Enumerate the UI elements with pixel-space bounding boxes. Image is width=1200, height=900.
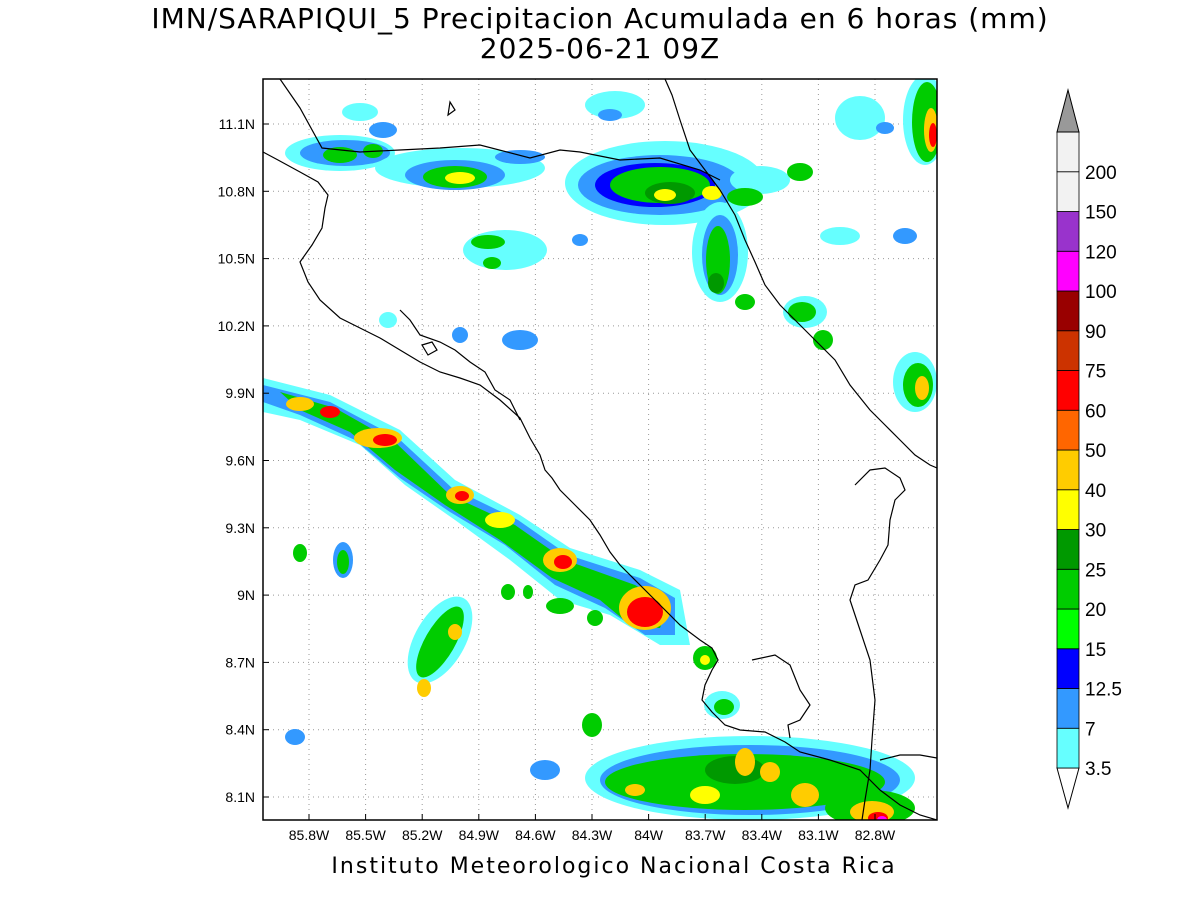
legend-swatch	[1056, 688, 1080, 729]
coastlines	[263, 79, 937, 820]
legend-swatch	[1056, 409, 1080, 451]
legend-label: 7	[1085, 719, 1096, 740]
rain-blob-south-west	[285, 542, 740, 780]
island-nw	[447, 100, 456, 117]
lon-tick-label: 83.7W	[685, 827, 726, 843]
legend-arrow-low	[1056, 767, 1080, 810]
lat-tick-label: 8.7N	[225, 654, 255, 670]
lon-tick-label: 84.6W	[515, 827, 556, 843]
precipitation-field	[263, 79, 937, 820]
legend-label: 15	[1085, 640, 1106, 661]
legend-swatch	[1056, 290, 1080, 332]
legend-swatch	[1056, 529, 1080, 570]
lon-tick-label: 85.5W	[345, 827, 386, 843]
legend-swatch	[1056, 211, 1080, 252]
lon-tick-label: 83.4W	[742, 827, 783, 843]
legend-swatch	[1056, 131, 1080, 173]
lon-tick-labels: 85.8W 85.5W 85.2W 84.9W 84.6W 84.3W 84W 83.7W 83…	[289, 814, 896, 843]
rain-blob-nw-4	[379, 230, 588, 350]
lon-tick-label: 84.3W	[572, 827, 613, 843]
map-title: IMN/SARAPIQUI_5 Precipitacion Acumulada …	[151, 2, 1049, 35]
lon-tick-label: 85.2W	[402, 827, 443, 843]
lon-tick-label: 84.9W	[459, 827, 500, 843]
legend-label: 50	[1085, 441, 1106, 462]
legend-swatch	[1056, 727, 1080, 769]
legend-label: 90	[1085, 322, 1106, 343]
legend-swatch	[1056, 568, 1080, 610]
institution-credit: Instituto Meteorologico Nacional Costa R…	[331, 854, 897, 879]
rain-blob-nw-2	[342, 103, 397, 138]
lat-tick-label: 10.2N	[218, 318, 255, 334]
nicoya-coast	[263, 151, 937, 820]
legend-label: 100	[1085, 282, 1117, 303]
nicaragua-lake-shore	[279, 79, 721, 181]
osa-peninsula	[751, 654, 811, 739]
rain-blob-nw-3	[375, 148, 545, 190]
island-gulf	[421, 341, 438, 356]
lat-tick-label: 9.3N	[225, 520, 255, 536]
legend-label: 25	[1085, 560, 1106, 581]
legend-arrow-high	[1056, 88, 1080, 133]
grid-lines	[263, 79, 937, 820]
panama-border	[849, 467, 906, 820]
legend-swatch	[1056, 171, 1080, 212]
legend-label: 60	[1085, 401, 1106, 422]
legend-label: 20	[1085, 600, 1106, 621]
legend-label: 3.5	[1085, 759, 1111, 780]
lon-tick-label: 84W	[634, 827, 664, 843]
lat-tick-label: 10.8N	[218, 183, 255, 199]
rain-band-pacific	[263, 378, 690, 645]
legend-label: 75	[1085, 362, 1106, 383]
legend-label: 40	[1085, 481, 1106, 502]
legend-swatch	[1056, 250, 1080, 292]
legend-label: 150	[1085, 203, 1117, 224]
south-islet	[879, 754, 937, 761]
rain-band-south	[585, 736, 915, 820]
legend-label: 12.5	[1085, 680, 1122, 701]
lat-tick-label: 8.1N	[225, 789, 255, 805]
rain-blob-ne-coast	[783, 79, 937, 412]
lon-tick-label: 82.8W	[855, 827, 896, 843]
lat-tick-label: 10.5N	[218, 251, 255, 267]
plot-frame	[262, 78, 938, 821]
lat-tick-label: 9.9N	[225, 385, 255, 401]
lon-tick-label: 83.1W	[798, 827, 839, 843]
rain-blob-nw-1	[285, 135, 395, 171]
map-subtitle: 2025-06-21 09Z	[479, 32, 721, 65]
legend-swatch	[1056, 608, 1080, 650]
lat-tick-label: 11.1N	[219, 116, 255, 132]
lat-tick-labels: 11.1N 10.8N 10.5N 10.2N 9.9N 9.6N 9.3N 9N 8.7N 8.…	[218, 116, 269, 805]
lat-tick-label: 9N	[237, 587, 255, 603]
nicoya-inner-coast	[399, 309, 521, 421]
legend-swatch	[1056, 449, 1080, 491]
legend-swatch	[1056, 370, 1080, 411]
legend-swatch	[1056, 648, 1080, 689]
color-legend: 3.5 7 12.5 15 20 25 30 40 50 60 75 90 100 120 150 200	[1056, 88, 1122, 810]
lon-tick-label: 85.8W	[289, 827, 330, 843]
legend-swatch	[1056, 489, 1080, 530]
lat-tick-label: 8.4N	[225, 722, 255, 738]
legend-swatch	[1056, 330, 1080, 371]
caribbean-coast	[664, 79, 937, 469]
lat-tick-label: 9.6N	[225, 453, 255, 469]
legend-label: 30	[1085, 521, 1106, 542]
legend-label: 200	[1085, 163, 1117, 184]
legend-label: 120	[1085, 242, 1117, 263]
